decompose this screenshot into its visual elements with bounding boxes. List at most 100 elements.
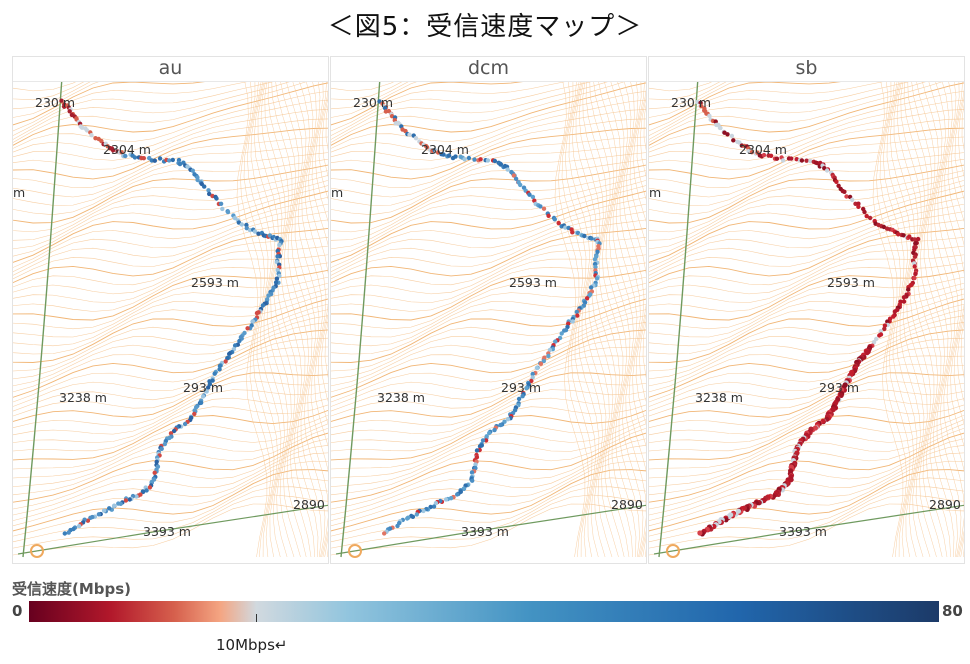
speed-point (167, 158, 172, 163)
speed-point (877, 333, 882, 338)
elevation-label: 2890 (929, 497, 961, 512)
speed-point (520, 394, 525, 399)
speed-point (274, 276, 280, 281)
road-line (340, 76, 381, 558)
speed-point (527, 192, 532, 197)
speed-point (237, 338, 242, 344)
speed-point (132, 155, 138, 160)
road-line (335, 504, 646, 555)
speed-point (204, 389, 209, 394)
speed-point (273, 280, 279, 285)
speed-point (62, 531, 67, 536)
speed-point (799, 158, 805, 163)
speed-point (110, 148, 116, 153)
speed-point (534, 365, 540, 371)
speed-point (152, 470, 157, 475)
route-track (695, 99, 921, 537)
speed-point (154, 459, 159, 464)
elevation-label: 3238 m (59, 390, 107, 405)
speed-point (478, 157, 483, 162)
speed-point (842, 189, 847, 194)
speed-point (480, 438, 486, 443)
road-line (653, 504, 964, 555)
speed-point (152, 158, 157, 163)
speed-point (834, 179, 839, 184)
map-marker (348, 544, 362, 558)
speed-point (217, 367, 222, 372)
elevation-label: 230 m (353, 95, 393, 110)
speed-point (492, 427, 497, 433)
legend-title: 受信速度(Mbps) (12, 580, 132, 598)
speed-point (239, 222, 244, 227)
map-panel-sb[interactable]: 230 m 2304 m 2593 m 293 m 3238 m 3393 m 2890 m … (648, 56, 965, 564)
speed-point (77, 523, 82, 529)
speed-point (774, 156, 780, 161)
speed-point (413, 136, 419, 141)
speed-point (192, 411, 197, 417)
speed-point (414, 512, 419, 517)
speed-point (562, 328, 567, 333)
panel-title: au (13, 57, 328, 82)
speed-point (275, 254, 280, 259)
speed-point (67, 109, 72, 114)
speed-point (194, 405, 199, 410)
map-panel-dcm[interactable]: 230 m 2304 m 2593 m 293 m 3238 m 3393 m 2890 m … (330, 56, 647, 564)
speed-point (824, 168, 830, 173)
speed-point (746, 149, 751, 154)
speed-point (729, 133, 735, 139)
elevation-label: 293 m (183, 380, 223, 395)
speed-point (552, 217, 557, 222)
speed-point (250, 319, 256, 324)
elevation-label: 230 m (35, 95, 75, 110)
speed-point (547, 347, 553, 353)
speed-point (477, 444, 483, 449)
map-canvas: 230 m 2304 m 2593 m 293 m 3238 m 3393 m 2890 m (649, 57, 964, 558)
speed-point (913, 241, 918, 246)
speed-point (119, 150, 124, 155)
speed-point (594, 276, 600, 281)
speed-point (513, 176, 519, 181)
route-track (59, 98, 284, 536)
speed-point (461, 486, 467, 491)
elevation-label: 2593 m (191, 275, 239, 290)
speed-point (441, 152, 446, 157)
speed-point (546, 353, 551, 359)
speed-point (868, 215, 873, 221)
speed-point (871, 340, 877, 345)
speed-point (101, 508, 107, 513)
panel-title: dcm (331, 57, 646, 82)
speed-point (84, 128, 90, 133)
panel-title: sb (649, 57, 964, 82)
speed-point (896, 232, 901, 237)
speed-point (559, 331, 564, 336)
speed-point (862, 209, 867, 215)
speed-point (737, 140, 742, 145)
speed-point (524, 386, 529, 391)
speed-point (749, 150, 755, 155)
speed-point (707, 113, 712, 118)
speed-point (901, 295, 907, 300)
speed-point (147, 485, 153, 490)
speed-point (492, 158, 498, 164)
speed-point (157, 156, 163, 161)
speed-point (856, 204, 861, 209)
speed-point (588, 285, 594, 290)
speed-point (144, 488, 149, 493)
speed-point (244, 226, 249, 231)
speed-point (162, 441, 167, 447)
elevation-label: m (649, 185, 661, 200)
speed-point (915, 236, 921, 242)
speed-point (474, 448, 480, 453)
speed-point (116, 501, 121, 506)
map-panel-au[interactable]: 230 m 2304 m 2593 m 293 m 3238 m 3393 m 2890 m … (12, 56, 329, 564)
legend-min-label: 0 (12, 602, 23, 620)
speed-point (882, 323, 888, 328)
speed-point (882, 326, 887, 332)
elevation-label: 230 m (671, 95, 711, 110)
speed-point (266, 293, 271, 298)
speed-point (699, 103, 704, 109)
speed-point (443, 497, 449, 502)
speed-point (277, 242, 282, 248)
speed-point (123, 498, 129, 503)
speed-point (217, 363, 223, 369)
